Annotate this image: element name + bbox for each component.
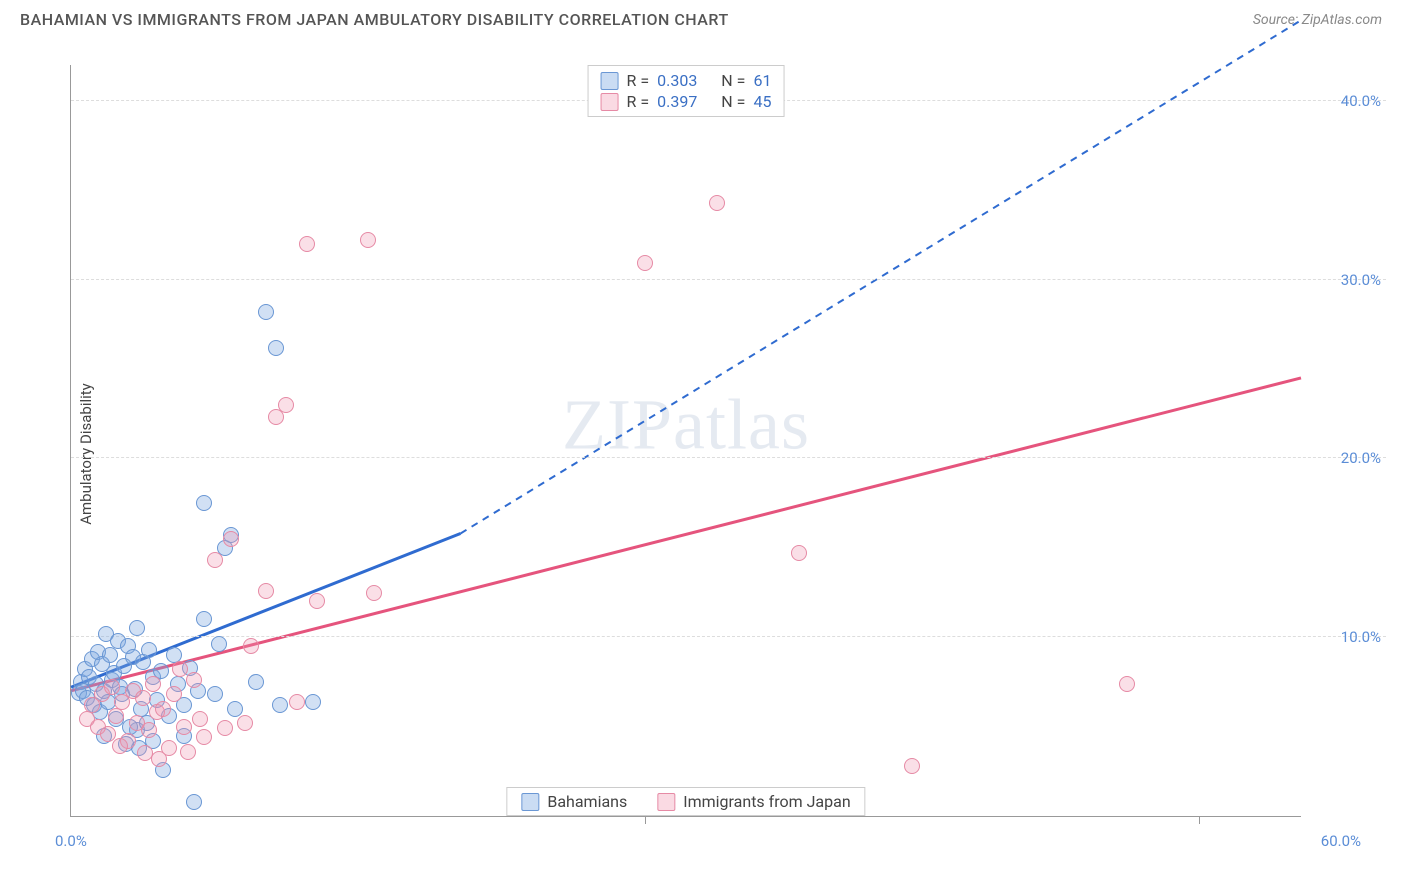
scatter-point [141,642,157,658]
y-tick-label: 40.0% [1311,92,1381,110]
stats-legend-box: R = 0.303 N = 61 R = 0.397 N = 45 [588,65,785,117]
chart-container: Ambulatory Disability ZIPatlas R = 0.303… [50,45,1386,862]
stats-row-b: R = 0.397 N = 45 [601,91,772,112]
scatter-point [637,255,653,271]
scatter-point [141,722,157,738]
n-value-a: 61 [753,71,771,90]
scatter-point [186,672,202,688]
scatter-point [135,690,151,706]
series-legend: Bahamians Immigrants from Japan [506,787,865,816]
r-value-b: 0.397 [657,92,697,111]
scatter-point [268,340,284,356]
scatter-point [258,304,274,320]
scatter-point [207,686,223,702]
trend-lines-svg [71,65,1301,816]
scatter-point [196,729,212,745]
n-label: N = [721,71,745,90]
legend-label-b: Immigrants from Japan [683,792,850,811]
scatter-point [299,236,315,252]
swatch-b-icon [601,93,619,111]
scatter-point [211,636,227,652]
scatter-point [196,611,212,627]
grid-line [71,279,1386,280]
scatter-point [172,661,188,677]
y-tick-label: 20.0% [1311,449,1381,467]
scatter-point [180,744,196,760]
scatter-point [791,545,807,561]
scatter-point [227,701,243,717]
scatter-point [145,676,161,692]
r-label: R = [627,92,650,111]
swatch-b-icon [657,793,675,811]
y-tick-label: 10.0% [1311,628,1381,646]
scatter-point [366,585,382,601]
scatter-point [196,495,212,511]
scatter-point [102,647,118,663]
scatter-point [100,726,116,742]
scatter-point [258,583,274,599]
scatter-point [217,720,233,736]
scatter-point [176,719,192,735]
scatter-point [108,708,124,724]
stats-row-a: R = 0.303 N = 61 [601,70,772,91]
scatter-point [904,758,920,774]
scatter-point [129,620,145,636]
scatter-point [151,751,167,767]
n-value-b: 45 [753,92,771,111]
chart-header: BAHAMIAN VS IMMIGRANTS FROM JAPAN AMBULA… [0,0,1406,34]
x-tick [645,816,646,824]
legend-item-a: Bahamians [521,792,627,811]
scatter-point [709,195,725,211]
scatter-point [309,593,325,609]
legend-item-b: Immigrants from Japan [657,792,850,811]
legend-label-a: Bahamians [547,792,627,811]
chart-source: Source: ZipAtlas.com [1253,12,1382,28]
scatter-point [237,715,253,731]
scatter-point [1119,676,1135,692]
scatter-point [186,794,202,810]
scatter-point [155,701,171,717]
n-label: N = [721,92,745,111]
scatter-point [223,531,239,547]
scatter-point [289,694,305,710]
scatter-point [192,711,208,727]
r-label: R = [627,71,650,90]
scatter-point [278,397,294,413]
scatter-point [248,674,264,690]
swatch-a-icon [521,793,539,811]
scatter-point [272,697,288,713]
scatter-point [360,232,376,248]
x-axis-origin-label: 0.0% [55,832,87,850]
scatter-point [207,552,223,568]
scatter-point [243,638,259,654]
r-value-a: 0.303 [657,71,697,90]
scatter-point [112,738,128,754]
x-tick [1199,816,1200,824]
x-axis-end-label: 60.0% [1321,832,1361,850]
grid-line [71,636,1386,637]
swatch-a-icon [601,72,619,90]
chart-title: BAHAMIAN VS IMMIGRANTS FROM JAPAN AMBULA… [20,10,729,29]
scatter-point [166,686,182,702]
grid-line [71,457,1386,458]
scatter-point [104,679,120,695]
plot-area: ZIPatlas R = 0.303 N = 61 R = 0.397 N = … [70,65,1301,817]
y-tick-label: 30.0% [1311,271,1381,289]
scatter-point [305,694,321,710]
